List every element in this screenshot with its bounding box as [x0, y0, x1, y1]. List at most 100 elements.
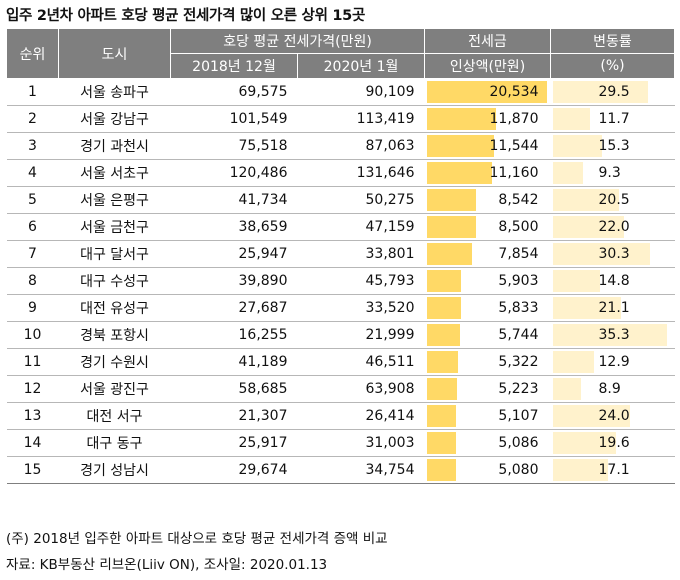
- change-value: 29.5: [598, 84, 630, 100]
- table-row: 15 경기 성남시 29,674 34,754 5,080 17.1: [6, 456, 675, 484]
- price-2018-cell: 41,734: [170, 186, 298, 214]
- price-2020-cell: 33,801: [297, 240, 425, 268]
- increase-value: 5,107: [498, 408, 539, 424]
- change-data-bar: [552, 189, 619, 211]
- rank-cell: 3: [6, 132, 59, 160]
- city-cell: 대구 동구: [58, 429, 171, 457]
- source-note: 자료: KB부동산 리브온(Liiv ON), 조사일: 2020.01.13: [6, 557, 328, 573]
- price-2020-cell: 26,414: [297, 402, 425, 430]
- change-value: 20.5: [598, 192, 630, 208]
- city-cell: 경북 포항시: [58, 321, 171, 349]
- city-cell: 서울 은평구: [58, 186, 171, 214]
- change-data-bar: [552, 405, 630, 427]
- price-2018-cell: 21,307: [170, 402, 298, 430]
- table-row: 3 경기 과천시 75,518 87,063 11,544 15.3: [6, 132, 675, 160]
- price-2018-cell: 101,549: [170, 105, 298, 133]
- price-2018-cell: 27,687: [170, 294, 298, 322]
- price-2018-cell: 38,659: [170, 213, 298, 241]
- price-2020-cell: 131,646: [297, 159, 425, 187]
- change-cell: 20.5: [550, 186, 675, 214]
- table-row: 13 대전 서구 21,307 26,414 5,107 24.0: [6, 402, 675, 430]
- increase-cell: 5,080: [424, 456, 551, 484]
- price-2020-cell: 47,159: [297, 213, 425, 241]
- data-table: 순위 도시 호당 평균 전세가격(만원) 전세금 변동률 2018년 12월 2…: [6, 28, 675, 484]
- increase-cell: 5,107: [424, 402, 551, 430]
- increase-data-bar: [426, 378, 458, 400]
- table-row: 1 서울 송파구 69,575 90,109 20,534 29.5: [6, 78, 675, 106]
- change-value: 8.9: [598, 381, 621, 397]
- increase-cell: 5,322: [424, 348, 551, 376]
- header-increase-top: 전세금: [424, 28, 551, 54]
- price-2020-cell: 45,793: [297, 267, 425, 295]
- change-cell: 29.5: [550, 78, 675, 106]
- rank-cell: 7: [6, 240, 59, 268]
- change-cell: 30.3: [550, 240, 675, 268]
- change-cell: 15.3: [550, 132, 675, 160]
- change-cell: 21.1: [550, 294, 675, 322]
- increase-cell: 8,500: [424, 213, 551, 241]
- header-increase-bottom: 인상액(만원): [424, 53, 551, 79]
- change-data-bar: [552, 459, 608, 481]
- table-row: 7 대구 달서구 25,947 33,801 7,854 30.3: [6, 240, 675, 268]
- increase-data-bar: [426, 162, 492, 184]
- increase-cell: 5,903: [424, 267, 551, 295]
- city-cell: 서울 광진구: [58, 375, 171, 403]
- change-cell: 8.9: [550, 375, 675, 403]
- table-row: 11 경기 수원시 41,189 46,511 5,322 12.9: [6, 348, 675, 376]
- change-value: 22.0: [598, 219, 630, 235]
- city-cell: 대전 서구: [58, 402, 171, 430]
- increase-cell: 11,544: [424, 132, 551, 160]
- increase-value: 11,160: [489, 165, 539, 181]
- increase-data-bar: [426, 216, 477, 238]
- change-cell: 35.3: [550, 321, 675, 349]
- price-2018-cell: 41,189: [170, 348, 298, 376]
- increase-value: 20,534: [489, 84, 539, 100]
- price-2020-cell: 90,109: [297, 78, 425, 106]
- price-2018-cell: 16,255: [170, 321, 298, 349]
- change-data-bar: [552, 432, 616, 454]
- rank-cell: 10: [6, 321, 59, 349]
- table-row: 6 서울 금천구 38,659 47,159 8,500 22.0: [6, 213, 675, 241]
- increase-value: 5,833: [498, 300, 539, 316]
- change-data-bar: [552, 270, 601, 292]
- price-2020-cell: 21,999: [297, 321, 425, 349]
- increase-cell: 20,534: [424, 78, 551, 106]
- price-2018-cell: 75,518: [170, 132, 298, 160]
- price-2018-cell: 58,685: [170, 375, 298, 403]
- increase-data-bar: [426, 189, 477, 211]
- header-avg-price: 호당 평균 전세가격(만원): [170, 28, 425, 54]
- change-data-bar: [552, 243, 651, 265]
- price-2018-cell: 39,890: [170, 267, 298, 295]
- price-2020-cell: 87,063: [297, 132, 425, 160]
- change-value: 9.3: [598, 165, 621, 181]
- city-cell: 경기 성남시: [58, 456, 171, 484]
- rank-cell: 9: [6, 294, 59, 322]
- price-2018-cell: 29,674: [170, 456, 298, 484]
- table-row: 14 대구 동구 25,917 31,003 5,086 19.6: [6, 429, 675, 457]
- change-value: 11.7: [598, 111, 630, 127]
- change-data-bar: [552, 108, 591, 130]
- increase-value: 8,542: [498, 192, 539, 208]
- increase-value: 8,500: [498, 219, 539, 235]
- increase-data-bar: [426, 270, 461, 292]
- city-cell: 서울 강남구: [58, 105, 171, 133]
- city-cell: 경기 수원시: [58, 348, 171, 376]
- change-value: 21.1: [598, 300, 630, 316]
- price-2018-cell: 120,486: [170, 159, 298, 187]
- increase-value: 11,544: [489, 138, 539, 154]
- table-row: 10 경북 포항시 16,255 21,999 5,744 35.3: [6, 321, 675, 349]
- increase-value: 5,744: [498, 327, 539, 343]
- table-body: 1 서울 송파구 69,575 90,109 20,534 29.5 2 서울 강남구 101,…: [6, 78, 675, 484]
- increase-cell: 7,854: [424, 240, 551, 268]
- change-data-bar: [552, 216, 624, 238]
- table-row: 12 서울 광진구 58,685 63,908 5,223 8.9: [6, 375, 675, 403]
- price-2020-cell: 34,754: [297, 456, 425, 484]
- increase-cell: 11,870: [424, 105, 551, 133]
- increase-cell: 5,086: [424, 429, 551, 457]
- increase-cell: 5,833: [424, 294, 551, 322]
- increase-cell: 5,223: [424, 375, 551, 403]
- change-data-bar: [552, 81, 648, 103]
- increase-data-bar: [426, 81, 547, 103]
- change-cell: 9.3: [550, 159, 675, 187]
- change-value: 17.1: [598, 462, 630, 478]
